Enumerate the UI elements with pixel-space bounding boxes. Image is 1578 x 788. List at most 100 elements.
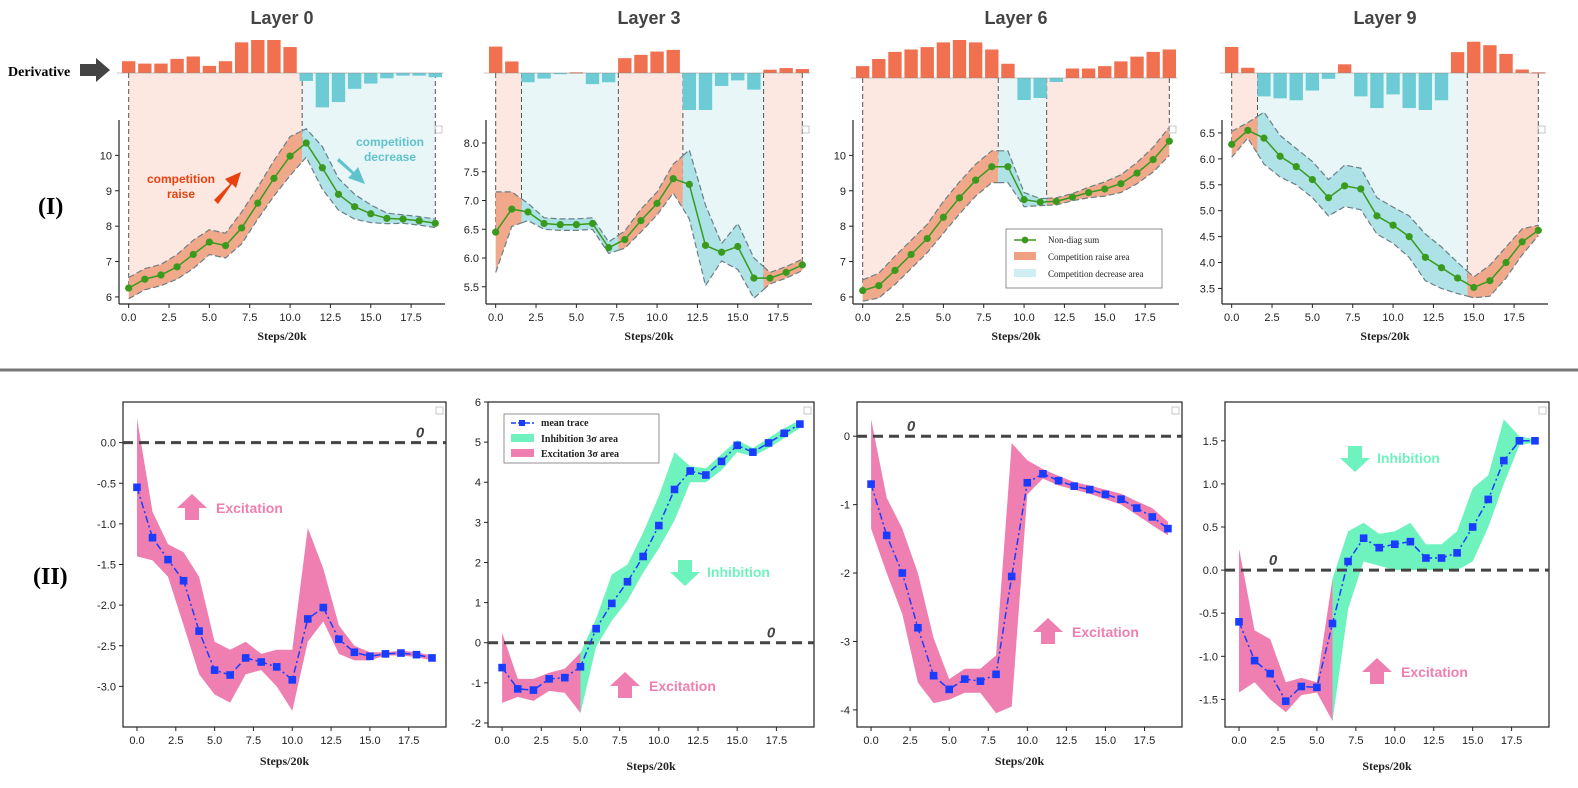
band-decrease <box>682 149 764 299</box>
derivative-bar <box>251 40 265 73</box>
data-point <box>1502 258 1510 267</box>
data-point <box>492 228 500 236</box>
derivative-bar <box>267 40 281 73</box>
y-tick-label: -1.5 <box>1199 694 1218 706</box>
band-raise <box>862 150 999 302</box>
x-tick-label: 15.0 <box>1462 735 1483 747</box>
chart-title: Layer 3 <box>617 8 680 28</box>
mean-trace-point <box>319 603 328 612</box>
legend-entry: Competition decrease area <box>1048 269 1143 279</box>
band-edge <box>682 208 764 300</box>
excitation-band <box>502 632 581 713</box>
mean-trace-point <box>1328 619 1337 628</box>
x-tick-label: 0.0 <box>494 735 509 747</box>
derivative-bar <box>1418 73 1433 110</box>
derivative-bar <box>364 73 378 84</box>
mean-trace-point <box>366 652 374 661</box>
data-point <box>334 190 343 198</box>
x-tick-label: 15.0 <box>1095 735 1116 747</box>
x-tick-label: 17.5 <box>1503 312 1524 324</box>
mean-trace-point <box>992 670 1000 679</box>
x-tick-label: 5.0 <box>207 735 222 747</box>
derivative-bar <box>521 73 535 83</box>
y-tick-label: 8.0 <box>464 138 479 150</box>
derivative-bar <box>920 47 934 78</box>
x-axis-label: Steps/20k <box>995 754 1045 768</box>
arrow-up-icon <box>1362 658 1392 684</box>
x-tick-label: 15.0 <box>359 735 380 747</box>
derivative-bar <box>122 61 136 73</box>
x-axis-label: Steps/20k <box>260 754 310 768</box>
derivative-bar <box>428 73 442 78</box>
x-tick-label: 17.5 <box>766 735 787 747</box>
y-tick-label: 0.0 <box>101 438 116 450</box>
derivative-bar <box>412 73 426 76</box>
x-tick-label: 12.5 <box>687 735 708 747</box>
data-point <box>669 175 677 183</box>
data-point <box>1308 176 1316 184</box>
data-point <box>1149 156 1157 164</box>
mean-trace-point <box>195 627 203 635</box>
segment-area-raise <box>862 78 999 291</box>
chart-row1-0: Layer 0 6 7 8 9 10 0.0 2.5 5.0 7.5 10.0 12.5 15.0 17.… <box>100 8 445 343</box>
derivative-bar <box>1402 73 1416 109</box>
data-point <box>399 215 407 223</box>
data-point <box>173 263 181 271</box>
legend-decrease-swatch <box>1014 269 1036 277</box>
x-tick-label: 12.5 <box>1423 735 1444 747</box>
x-tick-label: 15.0 <box>1094 312 1115 324</box>
y-tick-label: 5.5 <box>464 282 479 294</box>
arrow-down-icon <box>670 560 700 586</box>
x-tick-label: 15.0 <box>726 735 747 747</box>
x-tick-label: 5.0 <box>1305 312 1320 324</box>
x-tick-label: 0.0 <box>1224 312 1239 324</box>
derivative-bar <box>904 49 918 78</box>
derivative-bar <box>779 68 793 73</box>
x-tick-label: 7.5 <box>609 312 624 324</box>
y-tick-label: 7.0 <box>464 196 479 208</box>
x-tick-label: 17.5 <box>1501 735 1522 747</box>
x-tick-label: 12.5 <box>1056 735 1077 747</box>
mean-trace-point <box>257 658 266 666</box>
mean-trace-point <box>608 599 616 608</box>
x-tick-label: 17.5 <box>1134 735 1155 747</box>
legend-entry: Inhibition 3σ area <box>541 434 618 445</box>
derivative-bar <box>698 73 713 110</box>
derivative-bar <box>968 42 983 78</box>
legend-raise-swatch <box>1014 252 1036 260</box>
x-tick-label: 10.0 <box>1017 735 1038 747</box>
y-tick-label: -3.0 <box>97 681 116 693</box>
legend-marker-swatch <box>519 420 525 426</box>
data-point <box>157 271 165 279</box>
data-point <box>923 234 931 243</box>
chart-title: Layer 6 <box>984 8 1047 28</box>
x-tick-label: 5.0 <box>569 312 584 324</box>
mean-trace-point <box>945 685 953 694</box>
x-tick-label: 2.5 <box>528 312 543 324</box>
x-tick-label: 0.0 <box>1231 735 1246 747</box>
data-point <box>1389 221 1397 229</box>
data-point <box>1324 194 1333 202</box>
y-tick-label: 9 <box>106 186 112 198</box>
arrow-up-icon <box>610 672 640 698</box>
chart-row1-1: Layer 3 5.5 6.0 6.5 7.0 7.5 8.0 0.0 2.5 5.0 7.5 10.… <box>464 8 812 343</box>
x-tick-label: 17.5 <box>1134 312 1155 324</box>
mean-trace-point <box>1297 682 1306 691</box>
corner-box <box>1168 125 1177 134</box>
y-tick-label: -4 <box>840 705 850 717</box>
band-edge <box>1256 153 1468 297</box>
mean-trace-point <box>717 457 726 466</box>
x-tick-label: 15.0 <box>360 312 381 324</box>
derivative-bar <box>1273 73 1287 99</box>
x-tick-label: 5.0 <box>1309 735 1324 747</box>
corner-box <box>1171 406 1180 415</box>
derivative-bar <box>1354 73 1368 97</box>
annotation-competition-raise: raise <box>167 187 195 201</box>
mean-trace-point <box>867 480 875 488</box>
derivative-bar <box>347 73 362 89</box>
x-tick-label: 10.0 <box>279 312 300 324</box>
derivative-bar <box>537 73 551 79</box>
legend-entry: mean trace <box>541 418 589 429</box>
data-point <box>318 164 326 172</box>
x-tick-label: 5.0 <box>202 312 217 324</box>
